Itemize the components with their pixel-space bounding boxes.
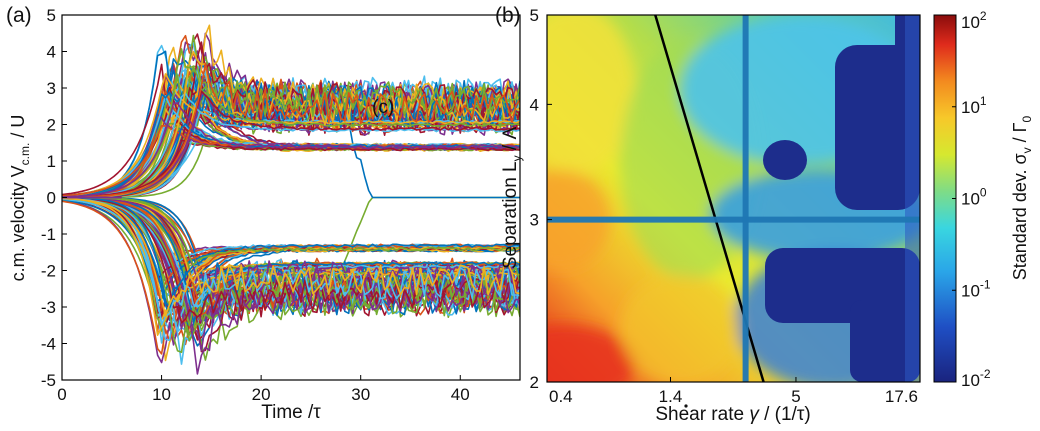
series-line	[62, 196, 520, 308]
colorbar-tick-exp: 2	[980, 9, 987, 23]
panel-b-ylabel: Separation Ly / Λ	[500, 127, 524, 270]
panel-a-xlabel: Time /τ	[261, 402, 321, 423]
panel-b: (b)	[495, 4, 1034, 425]
colorbar-tick-base: 10	[961, 281, 980, 300]
colorbar-tick-label: 102	[961, 9, 987, 32]
colorbar-tick-base: 10	[961, 98, 980, 117]
a-ytick-label: 3	[47, 79, 56, 98]
colorbar-tick-label: 10-2	[961, 367, 991, 390]
panel-a: (a) 0 10 20 30 40 -5 -4 -3 -2 -1 0 1 2 3 4 5 (c) Time /…	[6, 4, 521, 423]
a-xtick-label: 40	[451, 385, 470, 404]
series-line	[62, 24, 520, 199]
panel-a-annotation: (c)	[372, 97, 394, 118]
b-ytick-label: 2	[530, 373, 539, 392]
colorbar-tick-exp: 0	[980, 186, 987, 200]
series-line	[62, 62, 520, 198]
panel-b-xlabel: Shear rate γ / (1/τ)	[655, 404, 810, 425]
colorbar-tick-exp: 1	[980, 94, 987, 108]
heatmap-band-lower-left	[547, 325, 635, 382]
panel-b-label: (b)	[495, 4, 521, 27]
colorbar-tick-base: 10	[961, 371, 980, 390]
series-line	[62, 197, 520, 326]
low-region-edge	[905, 15, 920, 382]
a-ytick-label: 4	[47, 43, 56, 62]
colorbar-label-sub1: v	[1020, 147, 1034, 153]
a-ytick-label: 5	[47, 6, 56, 25]
b-xtick-label: 0.4	[549, 387, 573, 406]
colorbar-tick-label: 100	[961, 186, 987, 209]
panel-a-ylabel-tail: / U	[8, 115, 28, 143]
panel-b-ticks: 0.4 1.4 5 17.6 2 3 4 5	[530, 6, 921, 406]
a-xtick-label: 30	[351, 385, 370, 404]
series-line	[62, 107, 520, 199]
a-ytick-label: -5	[41, 371, 56, 390]
panel-a-ylabel-sub: c.m.	[18, 143, 32, 166]
low-region-top-right	[835, 45, 920, 210]
a-ytick-label: -1	[41, 225, 56, 244]
panel-a-series	[62, 24, 520, 375]
a-xtick-label: 0	[57, 385, 66, 404]
series-line	[62, 197, 520, 354]
panel-b-xlabel-sym: γ	[749, 404, 760, 425]
series-line	[62, 90, 520, 198]
panel-b-ylabel-main: Separation L	[500, 161, 521, 269]
b-xtick-label: 1.4	[659, 387, 683, 406]
low-region-center	[763, 140, 807, 180]
b-xtick-label: 17.6	[885, 387, 918, 406]
a-ytick-label: 0	[47, 189, 56, 208]
panel-a-ylabel-main: c.m. velocity V	[8, 165, 28, 281]
b-ytick-label: 5	[530, 6, 539, 25]
panel-a-ticks: 0 10 20 30 40 -5 -4 -3 -2 -1 0 1 2 3 4 5	[41, 6, 470, 404]
low-region-bottom-tail	[850, 300, 920, 382]
a-ytick-label: 1	[47, 152, 56, 171]
a-ytick-label: -4	[41, 335, 56, 354]
panel-b-axes-frame	[546, 14, 921, 383]
colorbar-tick-base: 10	[961, 13, 980, 32]
colorbar-label-main: Standard dev. σ	[1010, 153, 1030, 280]
series-line	[62, 48, 520, 199]
a-ytick-label: -3	[41, 298, 56, 317]
heatmap-band-upper-left	[547, 15, 635, 175]
series-line	[62, 197, 520, 318]
colorbar-tick-label: 10-1	[961, 277, 991, 300]
colorbar-label-mid: / Γ	[1010, 122, 1030, 147]
colorbar-tick-base: 10	[961, 190, 980, 209]
heatmap-low-regions	[763, 15, 920, 382]
panel-b-xlabel-post: / (1/τ)	[759, 404, 811, 425]
panel-a-label: (a)	[6, 4, 32, 27]
panel-a-ylabel: c.m. velocity Vc.m. / U	[8, 115, 32, 282]
colorbar-tick-exp: -2	[980, 367, 991, 381]
panel-b-ylabel-tail: / Λ	[500, 127, 521, 156]
b-ytick-label: 3	[530, 211, 539, 230]
panel-b-heatmap	[547, 15, 920, 382]
heatmap-band-orange-lower	[620, 275, 740, 382]
a-ytick-label: 2	[47, 116, 56, 135]
colorbar-tick-exp: -1	[980, 277, 991, 291]
colorbar-label: Standard dev. σv / Γ0	[1010, 115, 1034, 280]
series-line	[62, 197, 520, 336]
series-line	[62, 196, 520, 266]
colorbar-tick-label: 101	[961, 94, 987, 117]
panel-b-xlabel-pre: Shear rate	[655, 404, 749, 425]
b-xtick-label: 5	[791, 387, 800, 406]
b-ytick-label: 4	[530, 95, 539, 114]
panel-b-ylabel-sub: y	[510, 155, 524, 161]
a-xtick-label: 10	[152, 385, 171, 404]
a-ytick-label: -2	[41, 262, 56, 281]
gamma-dot-accent	[684, 404, 688, 408]
a-xtick-label: 20	[252, 385, 271, 404]
series-line	[62, 73, 520, 197]
colorbar-label-sub2: 0	[1020, 115, 1034, 122]
series-line	[62, 102, 520, 198]
